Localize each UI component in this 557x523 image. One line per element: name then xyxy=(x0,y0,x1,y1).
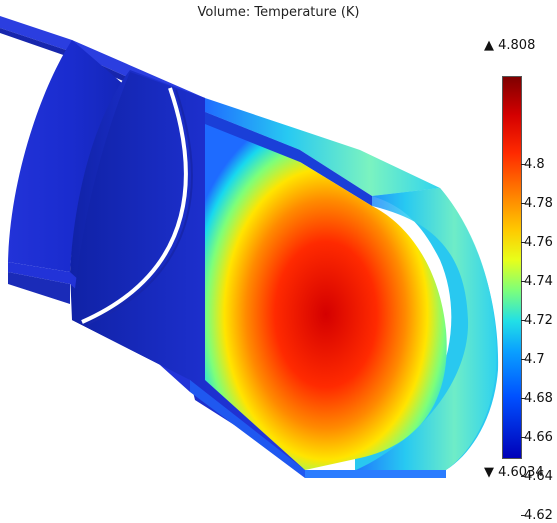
hot-rim-band xyxy=(356,188,497,470)
tick-label: 4.66 xyxy=(521,430,553,445)
flange-bottom-left-edge xyxy=(8,272,70,304)
tick-label: 4.74 xyxy=(521,274,553,289)
seam-ring xyxy=(81,87,188,324)
flange-bottom-left xyxy=(8,262,190,392)
tick-label: 4.64 xyxy=(521,469,553,484)
left-shell-outer xyxy=(8,40,130,272)
hot-flange-top xyxy=(205,98,440,196)
flange-top-edge xyxy=(0,28,205,118)
plot-title: Volume: Temperature (K) xyxy=(197,5,360,20)
seam-ring-shadow xyxy=(87,89,193,325)
hot-flange-bottom-face xyxy=(305,470,446,478)
hot-inner-surface xyxy=(205,124,447,470)
tick-label: 4.78 xyxy=(521,196,553,211)
legend-max-label: ▲ 4.808 xyxy=(484,38,536,53)
tick-label: 4.68 xyxy=(521,391,553,406)
tick-label: 4.7 xyxy=(521,352,545,367)
tick-label: 4.62 xyxy=(521,508,553,523)
tick-label: 4.8 xyxy=(521,157,545,172)
temperature-volume-render xyxy=(0,16,499,478)
color-bar xyxy=(502,76,522,459)
hot-flange-top-edge xyxy=(205,112,372,206)
tick-label: 4.76 xyxy=(521,235,553,250)
color-bar-ticks: 4.8 4.78 4.76 4.74 4.72 4.7 4.68 4.66 4.… xyxy=(521,76,557,522)
legend-min-label: ▼ 4.6034 xyxy=(484,465,544,480)
tick-label: 4.72 xyxy=(521,313,553,328)
